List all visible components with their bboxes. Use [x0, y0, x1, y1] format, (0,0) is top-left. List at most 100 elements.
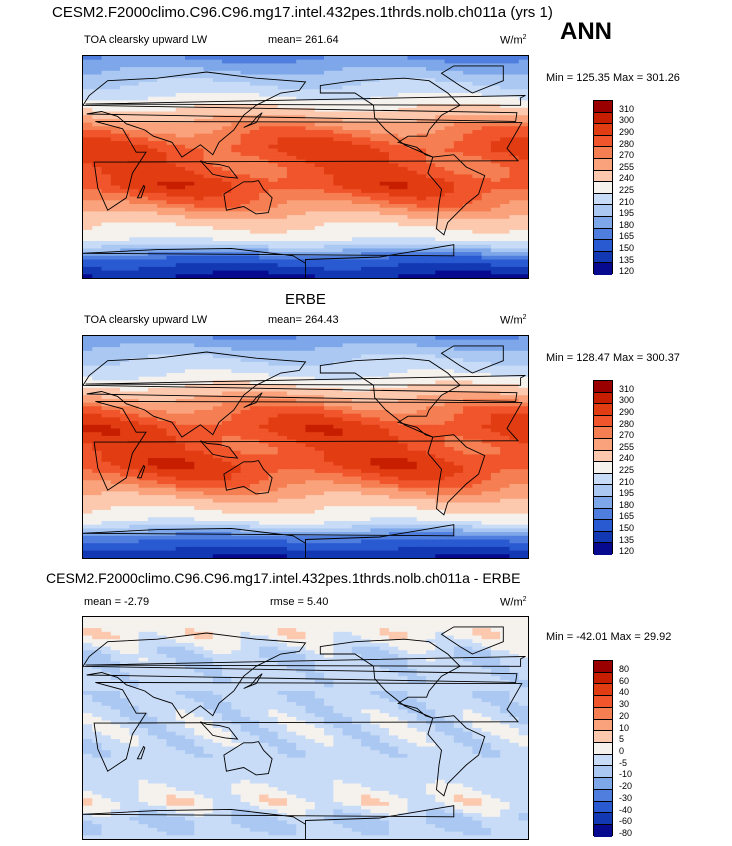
map-cell [518, 155, 528, 161]
map-cell [398, 350, 409, 356]
map-cell [518, 163, 528, 168]
map-cell [509, 233, 520, 238]
map-cell [203, 465, 214, 470]
map-cell [407, 395, 418, 400]
map-cell [463, 413, 473, 418]
map-cell [222, 450, 232, 455]
map-cell [157, 447, 168, 452]
map-cell [286, 465, 297, 470]
map-cell [426, 347, 436, 352]
map-cell [184, 167, 195, 172]
map-cell [370, 204, 381, 209]
map-cell [444, 358, 455, 363]
map-cell [101, 192, 112, 198]
map-cell [222, 141, 232, 146]
map-cell [388, 174, 399, 179]
map-cell [120, 395, 130, 400]
map-cell [444, 354, 455, 359]
map-cell [463, 472, 473, 478]
map-cell [416, 410, 427, 415]
map-cell [277, 241, 288, 246]
map-cell [435, 450, 446, 455]
map-cell [472, 85, 483, 90]
map-cell [175, 454, 186, 459]
map-cell [509, 170, 520, 175]
map-cell [361, 211, 371, 216]
map-cell [426, 354, 436, 359]
map-cell [481, 200, 492, 205]
map-cell [157, 192, 168, 198]
map-cell [296, 487, 307, 492]
map-cell [231, 410, 242, 415]
map-cell [314, 152, 325, 157]
map-cell [324, 432, 334, 437]
map-cell [416, 365, 427, 370]
map-cell [129, 74, 140, 79]
map-cell [370, 89, 381, 94]
map-cell [463, 241, 473, 246]
map-cell [370, 469, 381, 474]
map-cell [212, 365, 223, 370]
map-cell [305, 170, 316, 175]
map-cell [333, 244, 344, 249]
map-cell [240, 376, 251, 381]
map-cell [518, 461, 528, 467]
map-cell [379, 428, 390, 433]
map-cell [361, 70, 371, 76]
map-cell [83, 365, 93, 370]
map-cell [379, 391, 390, 396]
map-cell [500, 259, 511, 264]
map-cell [435, 226, 446, 231]
map-cell [518, 211, 528, 216]
map-cell [398, 74, 409, 79]
map-cell [518, 122, 528, 127]
map-cell [379, 178, 390, 183]
map-cell [416, 115, 427, 120]
map-cell [398, 263, 409, 268]
map-cell [129, 263, 140, 268]
map-cell [286, 204, 297, 209]
map-cell [212, 229, 223, 235]
map-cell [147, 192, 158, 198]
map-cell [333, 391, 344, 396]
map-cell [388, 443, 399, 448]
map-cell [129, 204, 140, 209]
map-cell [453, 170, 464, 175]
map-cell [231, 148, 242, 153]
map-cell [83, 387, 93, 393]
map-cell [194, 465, 205, 470]
map-cell [398, 159, 409, 164]
map-cell [147, 398, 158, 404]
map-cell [240, 122, 251, 127]
map-cell [305, 432, 316, 437]
map-cell [453, 373, 464, 378]
map-cell [157, 200, 168, 205]
map-cell [416, 137, 427, 142]
map-cell [398, 178, 409, 183]
map-cell [463, 70, 473, 76]
map-cell [157, 461, 168, 467]
map-cell [194, 373, 205, 378]
map-cell [277, 465, 288, 470]
map-cell [203, 126, 214, 131]
map-cell [416, 402, 427, 407]
map-cell [435, 152, 446, 157]
map-cell [268, 96, 279, 101]
map-cell [101, 424, 112, 430]
map-cell [166, 350, 177, 356]
map-cell [147, 361, 158, 367]
map-cell [324, 263, 334, 268]
map-cell [147, 255, 158, 261]
map-cell [222, 428, 232, 433]
map-cell [342, 402, 353, 407]
map-cell [407, 336, 418, 341]
map-cell [500, 410, 511, 415]
map-cell [166, 432, 177, 437]
map-cell [194, 141, 205, 146]
map-cell [481, 148, 492, 153]
map-cell [463, 336, 473, 341]
map-cell [147, 263, 158, 268]
map-cell [490, 226, 501, 231]
map-cell [277, 443, 288, 448]
map-cell [305, 402, 316, 407]
